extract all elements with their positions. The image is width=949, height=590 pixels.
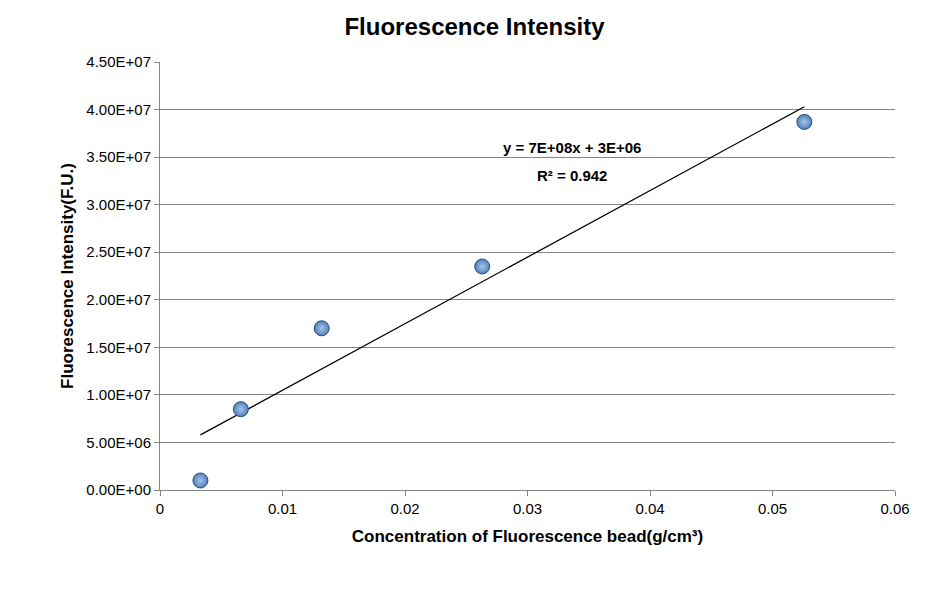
svg-text:Concentration of Fluorescence: Concentration of Fluorescence bead(g/cm³… bbox=[352, 527, 703, 546]
svg-text:0.05: 0.05 bbox=[758, 500, 787, 517]
svg-text:Fluorescence Intensity(F.U.): Fluorescence Intensity(F.U.) bbox=[58, 163, 77, 389]
svg-text:4.00E+07: 4.00E+07 bbox=[86, 101, 151, 118]
svg-text:y = 7E+08x + 3E+06: y = 7E+08x + 3E+06 bbox=[503, 139, 641, 156]
svg-text:0.00E+00: 0.00E+00 bbox=[86, 481, 151, 498]
svg-text:0.06: 0.06 bbox=[880, 500, 909, 517]
svg-text:R² = 0.942: R² = 0.942 bbox=[537, 167, 607, 184]
svg-text:0.04: 0.04 bbox=[635, 500, 664, 517]
svg-text:3.00E+07: 3.00E+07 bbox=[86, 196, 151, 213]
svg-text:1.50E+07: 1.50E+07 bbox=[86, 339, 151, 356]
svg-text:0.03: 0.03 bbox=[513, 500, 542, 517]
svg-text:1.00E+07: 1.00E+07 bbox=[86, 386, 151, 403]
svg-text:4.50E+07: 4.50E+07 bbox=[86, 53, 151, 70]
svg-text:0.01: 0.01 bbox=[268, 500, 297, 517]
svg-text:3.50E+07: 3.50E+07 bbox=[86, 148, 151, 165]
svg-text:0.02: 0.02 bbox=[390, 500, 419, 517]
svg-text:2.50E+07: 2.50E+07 bbox=[86, 243, 151, 260]
svg-text:2.00E+07: 2.00E+07 bbox=[86, 291, 151, 308]
svg-text:5.00E+06: 5.00E+06 bbox=[86, 434, 151, 451]
svg-text:0: 0 bbox=[156, 500, 164, 517]
svg-text:Fluorescence Intensity: Fluorescence Intensity bbox=[344, 13, 605, 40]
